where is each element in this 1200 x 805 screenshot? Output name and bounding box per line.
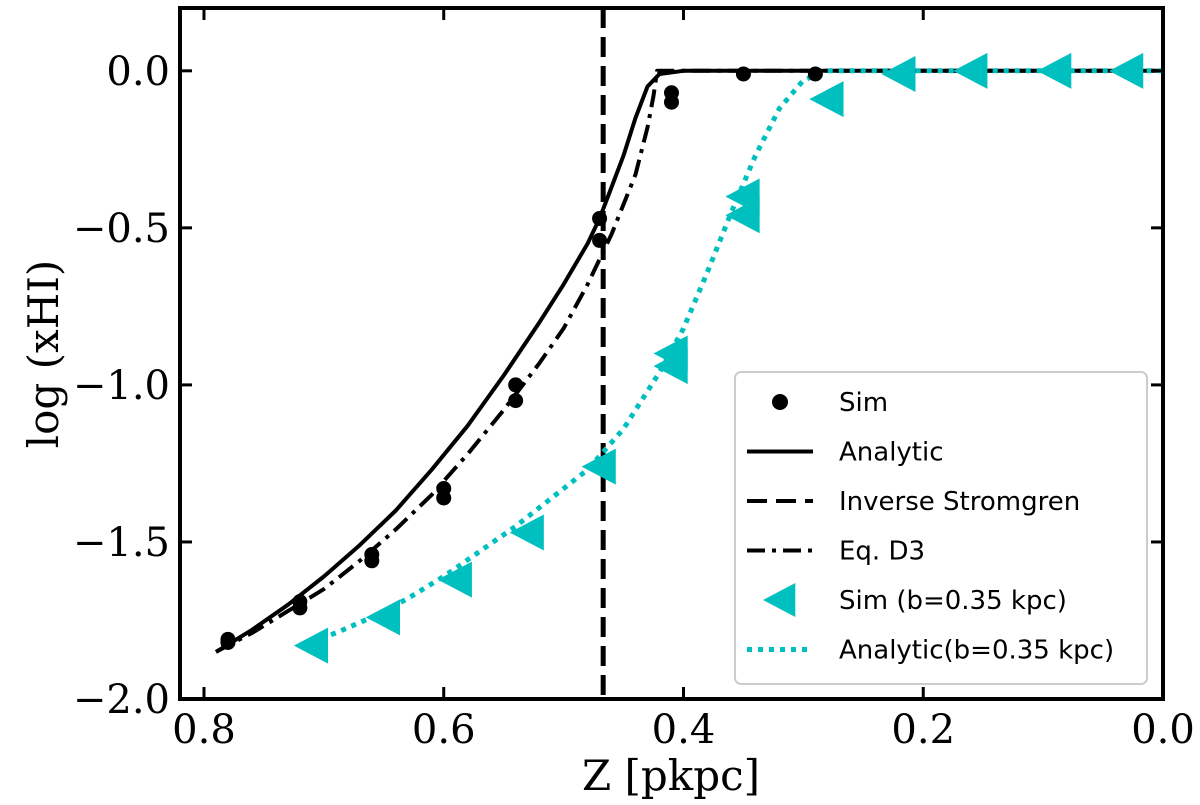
axis-ticks: 0.8 0.6 0.4 0.2 0.0 0.0 −0.5 −1.0 −1.5 −2.0 (73, 8, 1195, 753)
legend-label: Inverse Stromgren (839, 487, 1080, 517)
series-sim-point (735, 66, 751, 82)
y-axis-label: log (xHI) (19, 260, 68, 449)
y-tick-label: −2.0 (73, 677, 170, 723)
series-eq-d3-line (215, 68, 1163, 654)
y-tick-label: 0.0 (106, 49, 170, 95)
x-tick-label: 0.4 (652, 707, 716, 753)
legend-box (734, 371, 1148, 685)
series-sim-b-0-35-kpc-point (953, 52, 988, 89)
series-sim-b-0-35-kpc-point (365, 599, 400, 636)
series-sim-b-0-35-kpc-point (1037, 52, 1072, 89)
series-sim-point (592, 210, 608, 226)
series-sim-point (220, 634, 236, 650)
legend-label: Sim (b=0.35 kpc) (839, 586, 1067, 616)
legend-label: Sim (839, 388, 888, 418)
series-analytic-line (214, 68, 1163, 654)
series-sim-b-0-35-kpc-point (881, 55, 916, 92)
series-sim-b-0-35-kpc-point (725, 197, 760, 234)
x-tick-label: 0.6 (412, 707, 476, 753)
series-sim-point (807, 66, 823, 82)
series-sim-point (436, 490, 452, 506)
y-tick-label: −0.5 (73, 206, 170, 252)
plot-content (214, 8, 1163, 699)
legend-label: Eq. D3 (839, 537, 925, 567)
series-sim-b-0-35-kpc-point (653, 348, 688, 385)
plot-frame (178, 6, 1165, 701)
series-sim-b-0-35-kpc-point (581, 448, 616, 485)
legend-label: Analytic(b=0.35 kpc) (839, 636, 1114, 666)
series-sim-point (292, 600, 308, 616)
series-sim-b-0-35-kpc-point (437, 561, 472, 598)
y-tick-label: −1.0 (73, 363, 170, 409)
series-sim-point (508, 393, 524, 409)
y-tick-label: −1.5 (73, 520, 170, 566)
series-sim-point (592, 232, 608, 248)
series-sim-b-0-35-kpc-point (293, 627, 329, 664)
series-sim-b-0-35-kpc-point (509, 514, 544, 551)
series-sim-point (364, 553, 380, 569)
legend: Sim Analytic Inverse Stromgren Eq. D3 Sim (b… (734, 371, 1148, 685)
x-tick-label: 0.8 (172, 707, 236, 753)
series-sim-b-0-35-kpc-point (809, 81, 844, 118)
series-sim-b-0-35-kpc-point (1109, 52, 1144, 89)
legend-label: Analytic (839, 438, 944, 468)
x-tick-label: 0.0 (1131, 707, 1195, 753)
legend-marker (772, 394, 788, 410)
series-sim-point (508, 377, 524, 393)
x-axis-label: Z [pkpc] (582, 751, 760, 800)
series-sim-point (664, 94, 679, 110)
x-tick-label: 0.2 (891, 707, 955, 753)
legend-marker (763, 583, 796, 617)
